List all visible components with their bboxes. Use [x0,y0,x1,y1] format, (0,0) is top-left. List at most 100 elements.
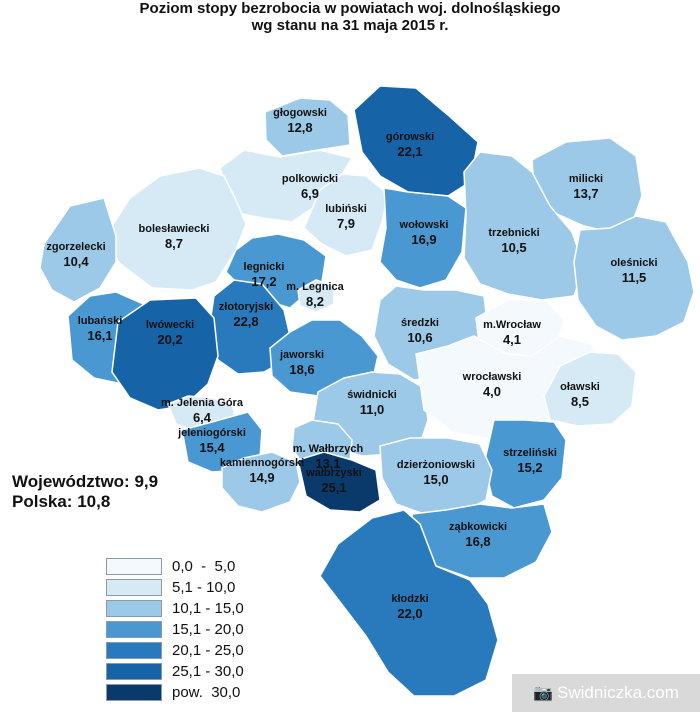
legend-label: 10,1 - 15,0 [172,600,244,617]
county-value-label: 4,0 [483,384,501,399]
county-value-label: 13,1 [315,456,340,471]
county-name-label: kłodzki [391,593,428,605]
legend-swatch [106,642,162,659]
county-name-label: dzierżoniowski [397,459,475,471]
county-value-label: 16,9 [411,232,436,247]
region-dzierzoniowski[interactable] [379,437,493,515]
legend-label: 15,1 - 20,0 [172,621,244,638]
county-value-label: 10,5 [501,240,526,255]
voivodeship-rate: Województwo: 9,9 [12,472,159,491]
county-name-label: jeleniogórski [177,427,246,439]
county-name-label: wałbrzyski [305,467,362,479]
legend-swatch [106,621,162,638]
county-name-label: lubański [78,315,123,327]
county-name-label: głogowski [273,107,327,119]
county-name-label: kamiennogórski [220,457,304,469]
county-name-label: m. Jelenia Góra [161,397,244,409]
county-regions [39,85,695,697]
county-name-label: polkowicki [282,173,338,185]
legend-label: pow. 30,0 [172,684,241,701]
county-name-label: legnicki [244,261,285,273]
county-value-label: 15,2 [517,460,542,475]
county-name-label: złotoryjski [219,301,273,313]
legend-item: 15,1 - 20,0 [106,619,244,640]
county-name-label: oleśnicki [610,257,657,269]
county-name-label: wołowski [399,219,449,231]
county-name-label: lubiński [325,203,367,215]
legend-swatch [106,663,162,680]
county-value-label: 13,7 [573,186,598,201]
county-name-label: oławski [560,381,600,393]
county-value-label: 16,8 [465,534,490,549]
county-value-label: 18,6 [289,362,314,377]
county-name-label: m. Wałbrzych [293,443,364,455]
summary-stats: Województwo: 9,9 Polska: 10,8 [12,472,158,512]
region-kamiennogorski[interactable] [221,451,301,513]
map-title-line1: Poziom stopy bezrobocia w powiatach woj.… [139,0,561,17]
county-name-label: jaworski [279,349,324,361]
county-name-label: górowski [386,131,434,143]
county-name-label: zgorzelecki [46,241,105,253]
county-name-label: lwówecki [146,319,194,331]
map-title-line2: wg stanu na 31 maja 2015 r. [251,17,449,34]
county-value-label: 15,4 [199,440,225,455]
region-lubinski[interactable] [303,173,389,257]
county-value-label: 12,8 [287,120,312,135]
county-name-label: bolesławiecki [139,223,210,235]
legend-label: 20,1 - 25,0 [172,642,244,659]
county-name-label: milicki [569,173,603,185]
county-name-label: m. Legnica [286,281,344,293]
county-value-label: 8,7 [165,236,183,251]
legend-item: pow. 30,0 [106,682,244,703]
county-value-label: 22,0 [397,606,422,621]
county-value-label: 20,2 [157,332,182,347]
legend-item: 25,1 - 30,0 [106,661,244,682]
region-klodzki[interactable] [319,509,499,697]
county-value-label: 15,0 [423,472,448,487]
county-name-label: strzeliński [503,447,557,459]
region-wolowski[interactable] [379,187,467,289]
county-value-label: 6,9 [301,186,319,201]
legend-label: 5,1 - 10,0 [172,579,236,596]
county-value-label: 22,1 [397,144,422,159]
county-value-label: 22,8 [233,314,258,329]
region-zgorzelecki[interactable] [39,197,117,303]
county-name-label: świdnicki [347,389,397,401]
county-value-label: 10,4 [63,254,89,269]
county-value-label: 8,5 [571,394,589,409]
county-name-label: trzebnicki [488,227,539,239]
legend-label: 0,0 - 5,0 [172,558,236,575]
region-glogowski[interactable] [264,97,351,157]
map-legend: 0,0 - 5,0 5,1 - 10,0 10,1 - 15,0 15,1 - … [106,556,244,703]
poland-rate: Polska: 10,8 [12,492,111,511]
legend-swatch [106,558,162,575]
region-m-legnica[interactable] [297,279,335,313]
region-lwowecki[interactable] [111,297,219,411]
legend-item: 0,0 - 5,0 [106,556,244,577]
county-name-label: wrocławski [462,371,522,383]
county-value-label: 17,2 [251,274,276,289]
county-value-label: 11,0 [360,402,385,417]
camera-icon: 📷 [533,685,554,702]
watermark-text: Swidniczka.com [557,683,679,702]
county-name-label: ząbkowicki [449,521,507,533]
county-value-label: 7,9 [337,216,355,231]
legend-swatch [106,684,162,701]
region-walbrzyski[interactable] [297,451,381,513]
county-value-label: 16,1 [87,328,112,343]
county-name-label: m.Wrocław [483,319,541,331]
map-title: Poziom stopy bezrobocia w powiatach woj.… [0,0,700,34]
county-value-label: 10,6 [407,330,432,345]
county-value-label: 8,2 [306,294,324,309]
legend-item: 5,1 - 10,0 [106,577,244,598]
region-olesnicki[interactable] [573,215,695,341]
county-name-label: średzki [401,317,439,329]
county-value-label: 11,5 [622,270,647,285]
watermark-badge: 📷 Swidniczka.com [512,674,700,712]
county-value-label: 25,1 [321,480,346,495]
county-value-label: 6,4 [193,410,212,425]
region-olawski[interactable] [543,351,637,427]
legend-item: 20,1 - 25,0 [106,640,244,661]
